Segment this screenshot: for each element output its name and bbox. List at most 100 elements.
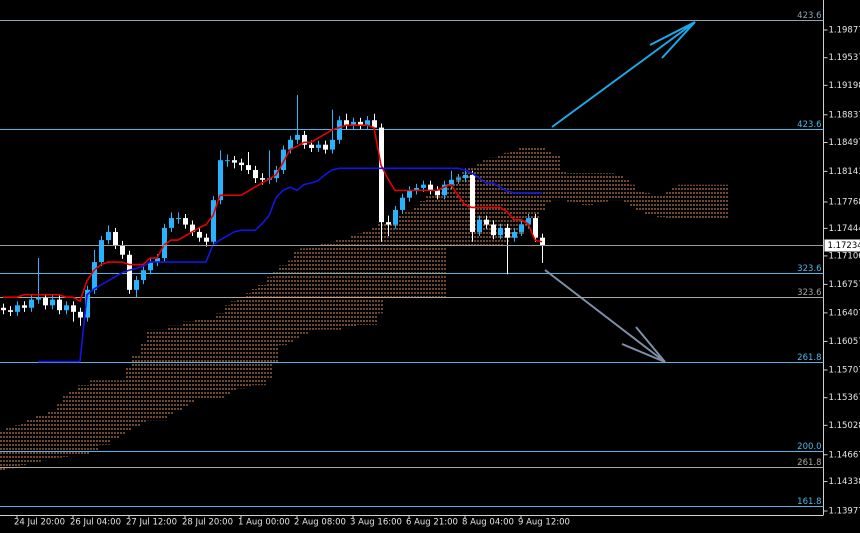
candle-body [295,134,300,140]
level-label: 423.6 [797,11,821,21]
candle-body [246,165,251,170]
cloud-segment [370,227,378,325]
cloud-segment [426,195,434,298]
cloud-segment [657,195,665,218]
candle-body [64,305,69,311]
candle-body [106,231,111,241]
cloud-segment [62,394,70,457]
cloud-segment [41,415,49,461]
cloud-segment [706,184,714,219]
cloud-segment [552,155,560,201]
y-tick-label: 1.13977 [829,507,860,517]
candle-body [183,218,188,225]
cloud-segment [622,178,630,204]
cloud-segment [6,427,14,469]
cloud-segment [125,366,133,432]
candle-body [8,310,13,312]
cloud-segment [286,260,294,343]
cloud-segment [195,319,203,400]
cloud-segment [265,276,273,379]
candle-body [232,160,237,163]
y-tick-label: 1.15367 [829,393,860,403]
cloud-segment [209,319,217,400]
cloud-segment [489,157,497,245]
level-label: 200.0 [797,442,821,452]
cloud-segment [146,329,154,421]
cloud-segment [678,184,686,219]
level-label: 161.8 [797,497,821,507]
y-tick-label: 1.17106 [829,251,860,261]
candle-body [407,190,412,198]
x-tick-label: 9 Aug 12:00 [518,518,570,528]
candle-body [190,224,195,232]
projection-arrow-up [551,21,696,128]
y-tick-label: 1.19877 [829,26,860,36]
candle-body [169,218,174,228]
candle-body [365,120,370,126]
candle-body [372,120,377,128]
cloud-segment [356,233,364,325]
cloud-segment [720,184,728,219]
level-label: 323.6 [797,288,821,298]
y-tick-label: 1.16407 [829,308,860,318]
cloud-segment [0,430,7,470]
cloud-segment [580,173,588,206]
y-tick-label: 1.16757 [829,280,860,290]
cloud-segment [307,246,315,332]
candle-body [92,262,97,290]
cloud-segment [629,184,637,208]
cloud-segment [685,184,693,219]
candle-body [379,127,384,223]
candle-body [344,120,349,126]
cloud-segment [377,223,385,314]
candle-body [71,305,76,312]
candle-body [50,299,55,306]
cloud-segment [97,380,105,445]
candle-body [15,305,20,312]
cloud-segment [587,173,595,206]
candle-body [477,219,482,232]
cloud-segment [692,184,700,219]
candle-body [330,139,335,150]
x-tick-label: 28 Jul 20:00 [182,518,233,528]
cloud-segment [699,184,707,219]
y-tick-label: 1.14667 [829,450,860,460]
candle-body [498,227,503,236]
cloud-segment [167,325,175,416]
candle-body [120,244,125,255]
y-tick-label: 1.17768 [829,197,860,207]
cloud-segment [447,183,455,245]
cloud-segment [608,173,616,201]
candle-body [22,305,27,308]
x-tick-label: 26 Jul 04:00 [70,518,121,528]
candle-body [337,120,342,140]
candle-body [141,270,146,281]
cloud-segment [328,241,336,330]
cloud-segment [279,265,287,346]
cloud-segment [139,342,147,424]
cloud-segment [13,425,21,467]
cloud-segment [20,422,28,466]
cloud-segment [650,195,658,215]
cloud-segment [594,173,602,204]
x-tick-label: 27 Jul 12:00 [126,518,177,528]
candle-body [99,240,104,263]
candle-body [540,237,545,246]
y-tick-label: 1.18837 [829,110,860,120]
candle-body [421,184,426,188]
y-tick-label: 1.14338 [829,477,860,487]
cloud-segment [419,200,427,298]
cloud-segment [27,419,35,464]
last-price-label: 1.17234 [828,241,860,251]
cloud-segment [272,271,280,363]
candle-body [400,197,405,210]
cloud-segment [517,147,525,237]
cloud-segment [153,329,161,421]
candle-body [113,231,118,245]
y-tick-label: 1.19198 [829,81,860,91]
cloud-segment [258,284,266,386]
cloud-segment [244,293,252,387]
cloud-segment [531,146,539,220]
candle-body [29,299,34,308]
